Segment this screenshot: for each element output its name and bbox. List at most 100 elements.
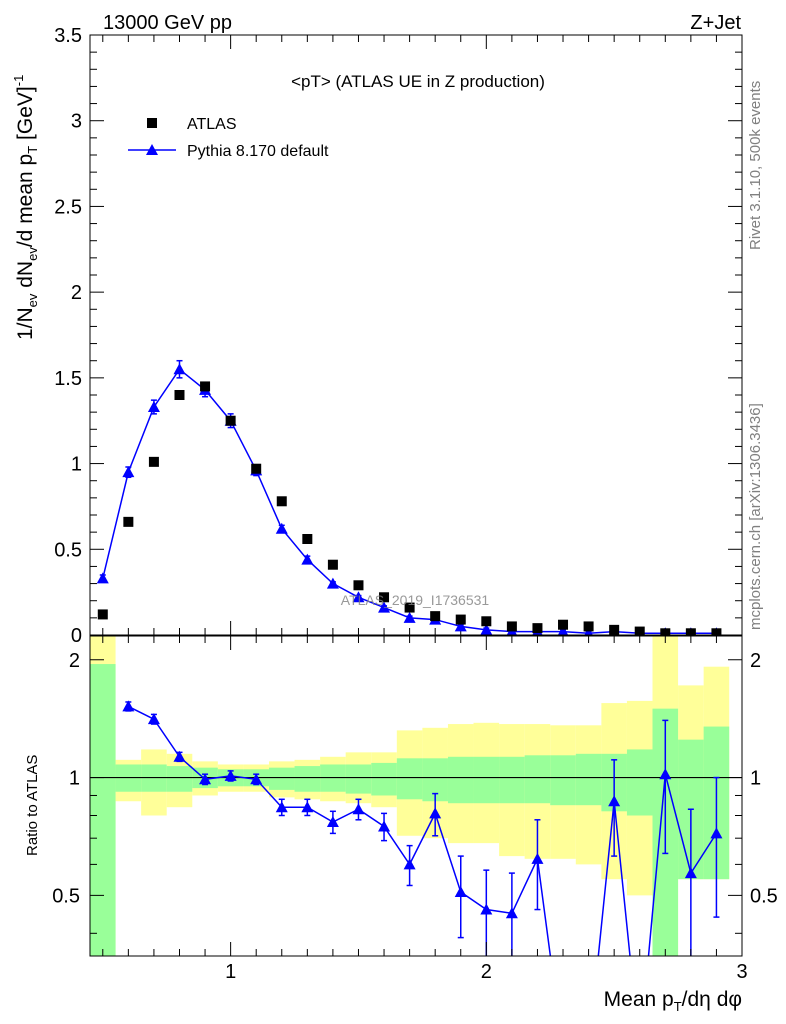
header-right-label: Z+Jet [690,12,741,34]
uncertainty-band-inner [90,664,116,956]
y-tick-label: 3 [71,111,82,133]
atlas-point [200,381,211,392]
atlas-point [609,624,620,635]
atlas-point [711,628,722,635]
pythia-point [122,466,135,478]
y-tick-label: 3.5 [54,25,82,47]
legend-atlas-marker [147,118,157,128]
atlas-point [430,611,441,622]
y-tick-label: 1 [71,454,82,476]
uncertainty-band-inner [345,764,372,794]
pythia-point [275,522,288,534]
ratio-point [275,801,288,813]
top-panel-data [96,359,722,635]
y-tick-label: 1.5 [54,368,82,390]
ratio-point [301,801,314,813]
atlas-point [404,602,415,613]
rivet-label: Rivet 3.1.10, 500k events [747,81,764,250]
atlas-point [123,516,134,527]
uncertainty-band-inner [575,753,602,806]
ratio-plot-panel: 0.5 0.5 1 1 2 2 1 2 3 Ratio to ATLAS Mean pT/dη … [24,635,778,1014]
ratio-point [608,795,621,807]
ratio-panel-frame [89,635,743,957]
atlas-point [97,609,108,620]
uncertainty-band-inner [396,758,423,800]
header-left-label: 13000 GeV pp [103,12,232,34]
legend-pythia-marker [146,144,158,155]
ratio-y-axis-label: Ratio to ATLAS [24,755,41,856]
ratio-y-tick-label: 1 [69,768,80,790]
ratio-y-tick-label: 0.5 [52,885,80,907]
atlas-point [583,621,594,632]
ratio-point [224,769,237,781]
ratio-point [429,807,442,819]
legend-pythia-label: Pythia 8.170 default [187,143,329,160]
x-tick-label: 1 [225,961,236,983]
x-tick-label: 3 [736,961,747,983]
y-tick-label: 0.5 [54,539,82,561]
ratio-point [659,768,672,780]
pythia-point [403,611,416,623]
ratio-point [199,773,212,785]
atlas-point [660,628,671,635]
pythia-point [378,601,391,613]
atlas-point [353,580,364,591]
uncertainty-band-inner [550,755,576,806]
ratio-point [173,750,186,762]
x-axis-label: Mean pT/dη dφ [604,988,742,1014]
atlas-point [225,415,236,426]
ratio-panel-data [90,636,742,956]
ratio-y-tick-label: 2 [69,650,80,672]
ratio-point [378,820,391,832]
mcplots-label: mcplots.cern.ch [arXiv:1306.3436] [747,403,764,630]
top-y-axis-label: 1/Nev dNev/d mean pT [GeV]-1 [11,75,40,340]
pythia-point [326,577,339,589]
atlas-point [634,626,645,635]
ratio-point [480,903,493,915]
y-tick-label: 0 [71,625,82,647]
legend: ATLAS Pythia 8.170 default [128,116,329,160]
ratio-y-tick-label-right: 1 [750,768,761,790]
atlas-point [532,623,543,634]
ratio-point [326,815,339,827]
top-panel-frame [89,34,743,636]
atlas-point [685,628,696,635]
uncertainty-band-inner [626,749,653,816]
y-tick-label: 2.5 [54,196,82,218]
ratio-point [147,713,160,725]
top-panel-ticks: 0 0.5 1 1.5 2 2.5 3 3.5 [54,25,743,647]
ratio-point [505,907,518,919]
ratio-point [250,773,263,785]
atlas-point [327,559,338,570]
ratio-series-line [128,705,718,956]
atlas-point [302,534,313,544]
x-tick-label: 2 [481,961,492,983]
ratio-y-tick-label-right: 2 [750,650,761,672]
uncertainty-band-inner [371,762,397,796]
atlas-point [379,592,390,603]
pythia-point [147,401,160,412]
pythia-point [480,623,493,635]
pythia-point [173,363,186,375]
ratio-point [531,852,544,864]
ratio-point [403,858,416,870]
ratio-point [710,827,723,839]
watermark-label: ATLAS_2019_I1736531 [341,592,490,608]
atlas-point [174,390,185,400]
atlas-point [558,619,569,630]
ratio-y-tick-label-right: 0.5 [750,885,778,907]
pythia-point [352,591,365,603]
atlas-point [276,496,287,507]
atlas-point [455,614,466,625]
ratio-point [684,867,697,879]
atlas-point [148,456,159,467]
atlas-point [481,616,492,627]
uncertainty-band-inner [473,756,500,804]
pythia-point [454,620,467,632]
uncertainty-band-inner [524,755,551,804]
uncertainty-band-inner [166,766,193,792]
ratio-point [122,700,135,712]
atlas-point [251,463,262,474]
uncertainty-band-inner [268,767,295,790]
